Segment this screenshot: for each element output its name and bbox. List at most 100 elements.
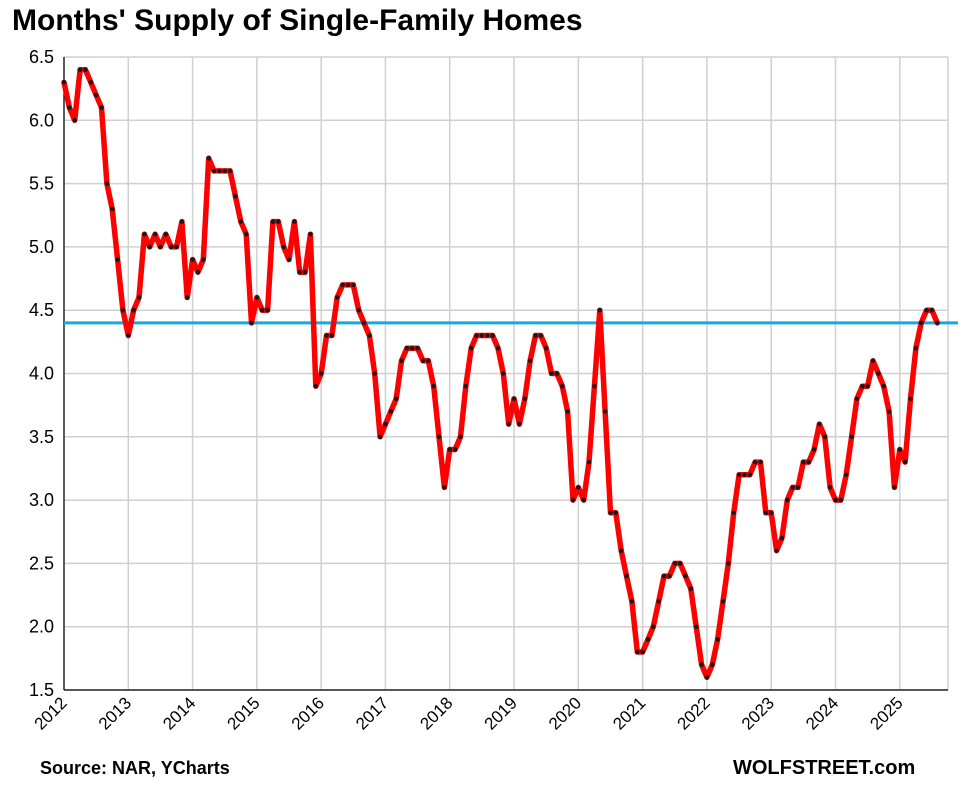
data-point <box>854 396 860 402</box>
data-point <box>838 497 844 503</box>
data-point <box>259 307 265 313</box>
x-tick-labels: 2012 2013 2014 2015 2016 2017 2018 2019 2020 2021… <box>31 693 907 733</box>
data-point <box>752 459 758 465</box>
data-point <box>592 383 597 389</box>
data-point <box>656 599 661 604</box>
data-point <box>586 459 592 465</box>
axes <box>63 57 948 691</box>
data-point <box>292 219 297 224</box>
data-point <box>527 358 533 364</box>
data-point <box>372 371 378 376</box>
data-point <box>109 206 115 212</box>
data-point <box>361 320 367 326</box>
chart-title: Months' Supply of Single-Family Homes <box>12 4 583 37</box>
data-point <box>667 573 672 579</box>
data-point <box>677 561 683 566</box>
data-point <box>168 244 174 250</box>
data-point <box>543 345 549 351</box>
data-point <box>715 637 720 642</box>
data-point <box>597 307 603 313</box>
data-point <box>533 333 538 338</box>
data-point <box>302 269 308 275</box>
data-point <box>67 105 72 110</box>
data-point <box>822 434 828 440</box>
data-point <box>602 409 608 414</box>
data-point <box>270 219 276 224</box>
x-tick-label: 2023 <box>738 693 778 733</box>
data-point <box>383 421 388 427</box>
data-point <box>843 472 849 478</box>
y-tick-label: 2.0 <box>29 617 54 637</box>
x-tick-label: 2018 <box>416 693 456 733</box>
x-tick-label: 2014 <box>159 693 199 733</box>
data-point <box>195 269 201 275</box>
data-point <box>420 358 426 364</box>
data-point <box>120 307 126 313</box>
data-point <box>484 333 490 338</box>
data-point <box>447 447 453 452</box>
data-point <box>147 244 152 250</box>
data-point <box>651 624 656 629</box>
data-point <box>329 333 335 338</box>
data-point <box>731 510 736 516</box>
data-point <box>184 295 190 300</box>
data-point <box>452 447 458 452</box>
data-point <box>517 421 522 427</box>
data-point <box>618 548 624 553</box>
data-point <box>554 371 560 376</box>
data-point <box>115 257 120 262</box>
data-point <box>211 168 217 174</box>
data-point <box>351 282 356 288</box>
data-point <box>801 459 806 465</box>
data-point <box>334 295 340 300</box>
data-point <box>779 535 785 541</box>
y-tick-label: 3.5 <box>29 427 54 447</box>
data-point <box>436 434 442 440</box>
data-point <box>511 396 517 402</box>
data-point <box>827 485 833 490</box>
data-point <box>672 561 678 566</box>
data-point <box>415 345 420 351</box>
x-tick-label: 2021 <box>609 693 649 733</box>
y-tick-label: 6.5 <box>29 47 54 67</box>
data-point <box>886 409 892 414</box>
x-tick-label: 2016 <box>288 693 328 733</box>
data-point <box>190 257 195 262</box>
data-point <box>163 231 169 237</box>
brand-label: WOLFSTREET.com <box>733 757 916 779</box>
data-point <box>768 510 774 516</box>
data-point <box>538 333 544 338</box>
data-point <box>704 675 710 680</box>
data-point <box>490 333 495 338</box>
data-point <box>404 345 410 351</box>
data-point <box>72 118 77 123</box>
data-markers <box>61 67 940 680</box>
data-point <box>736 472 742 478</box>
data-point <box>442 485 447 490</box>
data-point <box>817 421 822 427</box>
data-point <box>308 231 313 237</box>
data-point <box>774 548 779 553</box>
data-point <box>902 459 908 465</box>
y-tick-label: 5.5 <box>29 174 54 194</box>
data-point <box>179 219 185 224</box>
data-point <box>576 485 581 490</box>
data-point <box>174 244 179 250</box>
x-tick-label: 2013 <box>95 693 135 733</box>
data-point <box>581 497 586 503</box>
data-point <box>726 561 731 566</box>
data-point <box>758 459 763 465</box>
data-point <box>249 320 254 326</box>
data-point <box>345 282 351 288</box>
data-point <box>393 396 399 402</box>
data-point <box>613 510 619 516</box>
x-tick-label: 2017 <box>352 693 392 733</box>
data-point <box>388 409 394 414</box>
data-point <box>522 396 528 402</box>
data-point <box>763 510 769 516</box>
data-point <box>892 485 897 490</box>
data-point <box>313 383 319 389</box>
data-point <box>463 383 469 389</box>
x-tick-label: 2024 <box>802 693 842 733</box>
